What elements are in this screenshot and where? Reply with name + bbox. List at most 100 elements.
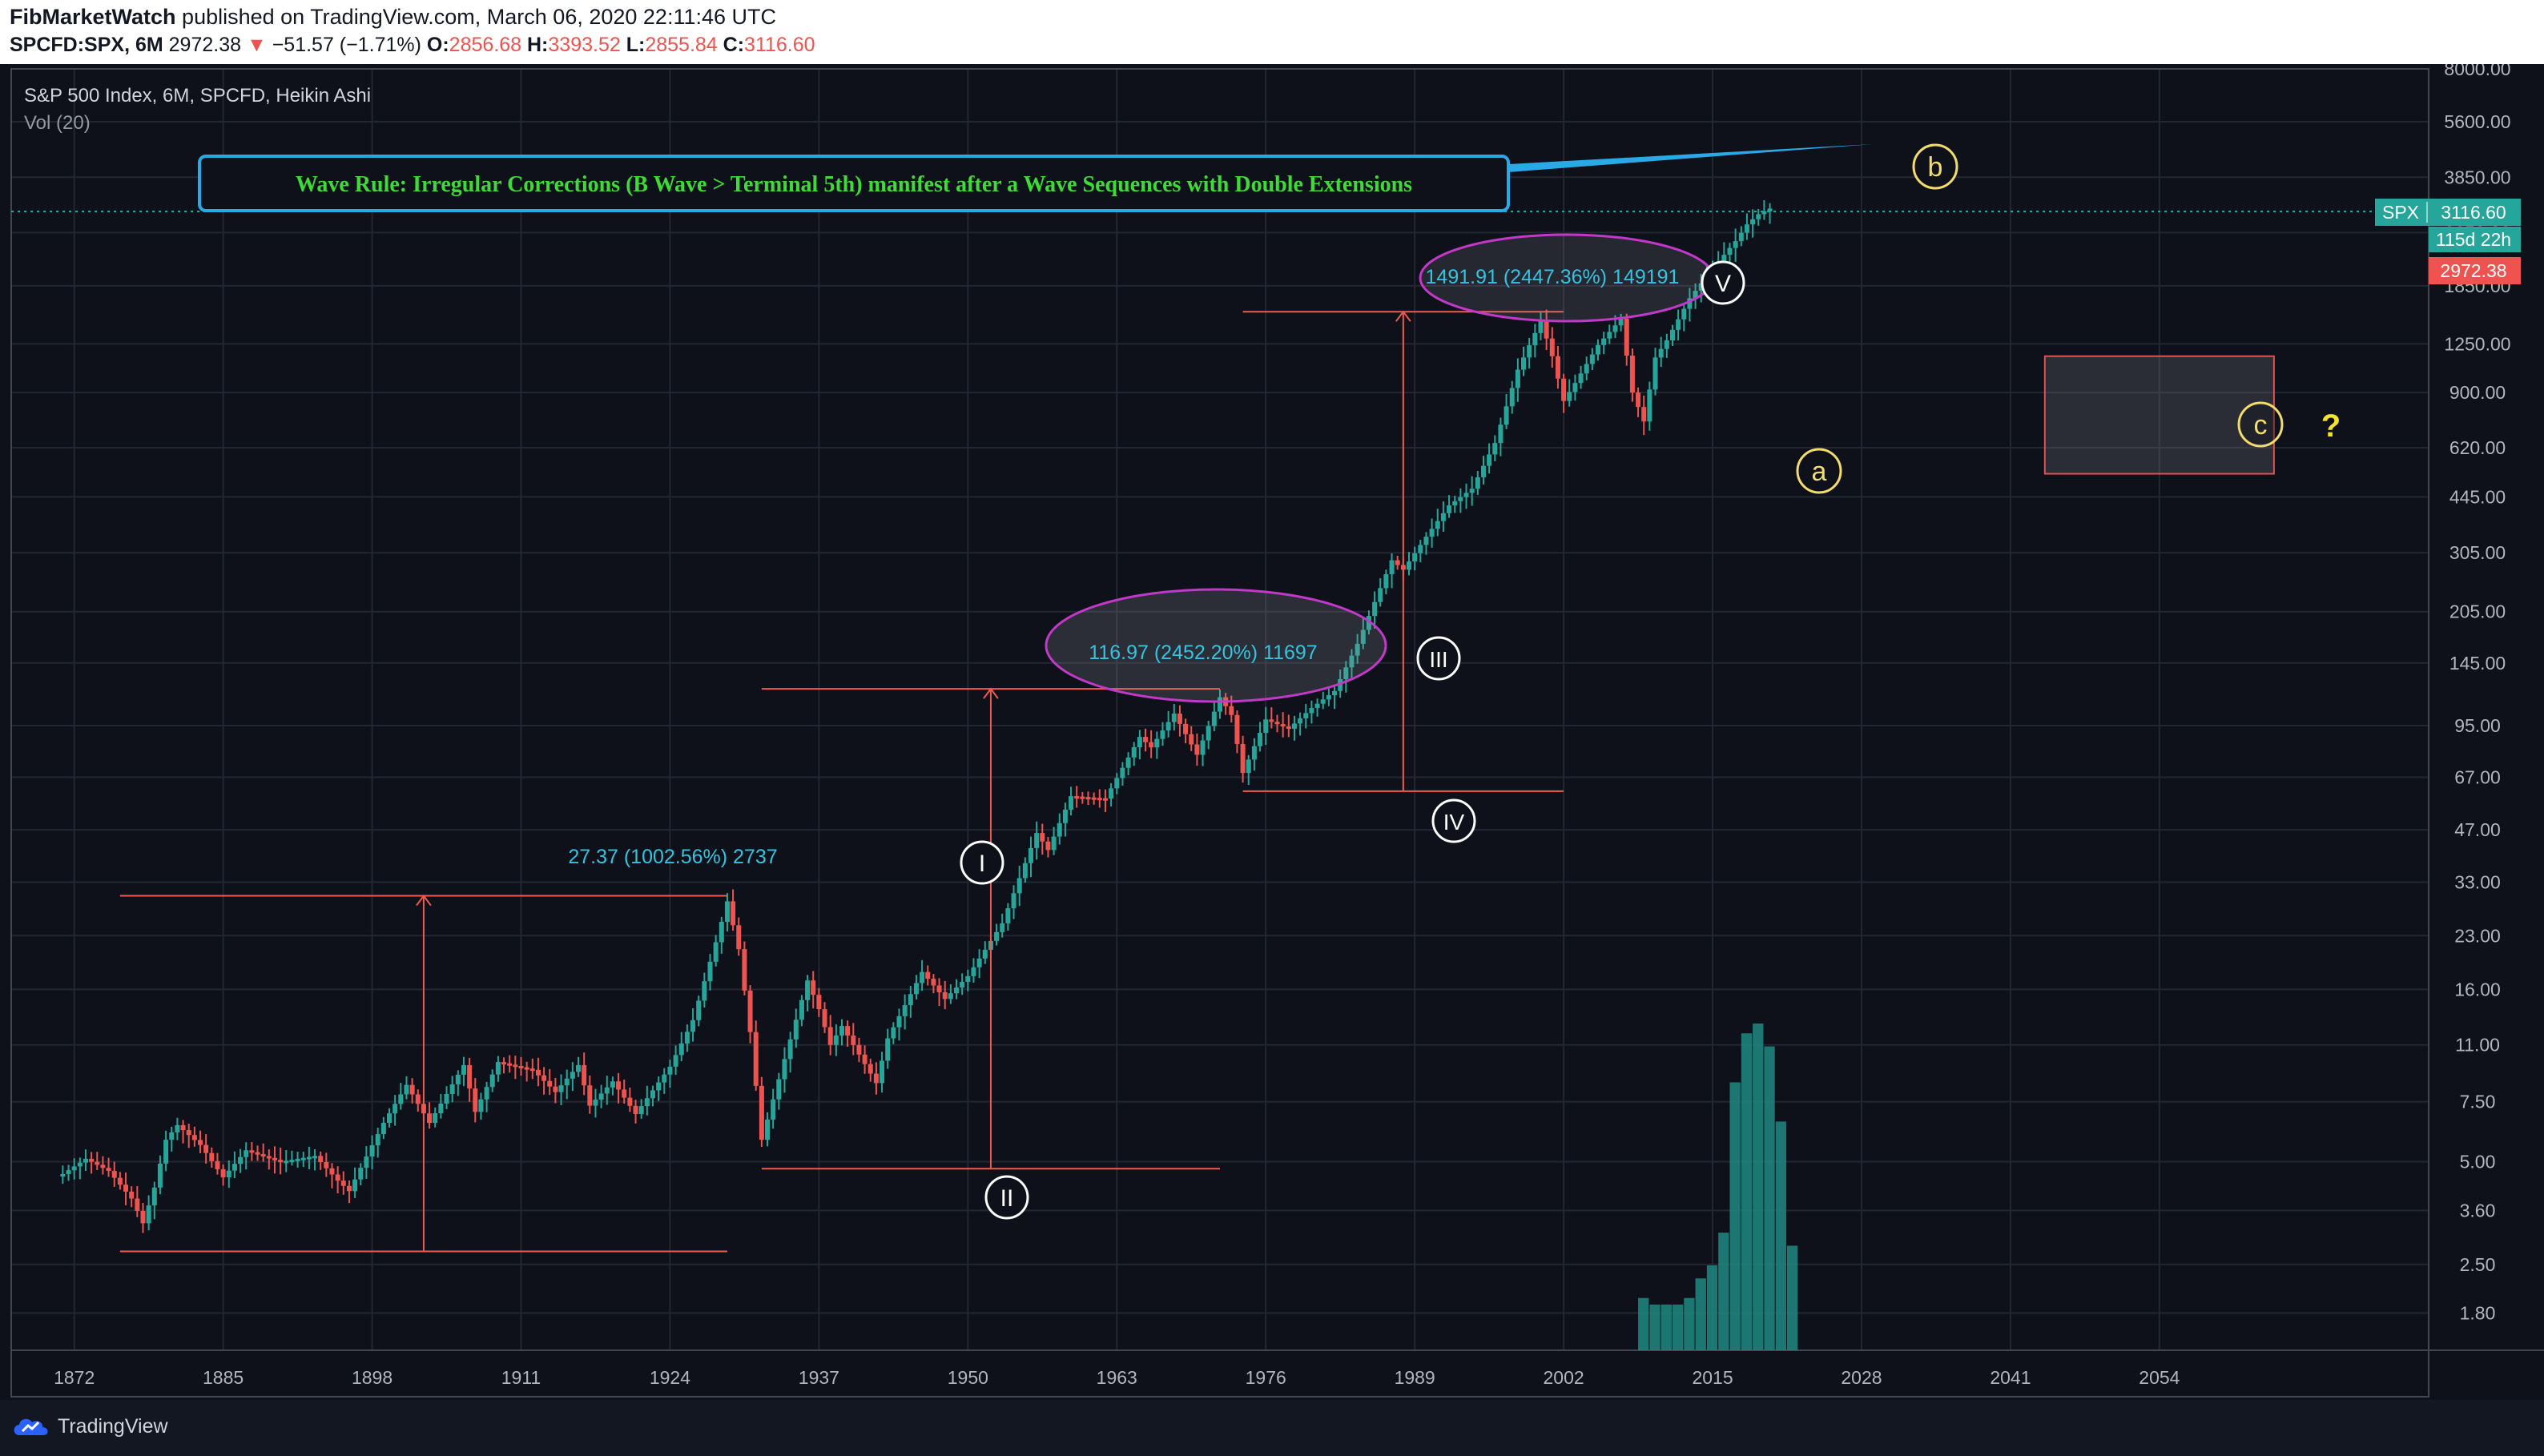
candle-body bbox=[1412, 553, 1418, 562]
candle-body bbox=[1229, 706, 1234, 715]
candle-body bbox=[707, 961, 713, 982]
author-name[interactable]: FibMarketWatch bbox=[10, 5, 176, 29]
measure-arrow-head bbox=[983, 687, 999, 699]
wave-label-b[interactable]: b bbox=[1912, 143, 1958, 190]
candle-body bbox=[151, 1187, 157, 1206]
candle-body bbox=[123, 1185, 129, 1192]
price-badge-value: 3116.60 bbox=[2441, 202, 2506, 223]
candle-body bbox=[1206, 726, 1211, 741]
candle-body bbox=[1469, 489, 1475, 493]
candle-body bbox=[1480, 465, 1486, 477]
candle-body bbox=[318, 1156, 324, 1163]
candle-body bbox=[175, 1124, 180, 1133]
price-chart[interactable]: 27.37 (1002.56%) 2737 116.97 (2452.20%) … bbox=[0, 64, 2544, 1400]
price-tick-label: 8000.00 bbox=[2444, 64, 2510, 79]
candle-body bbox=[702, 981, 707, 1001]
candle-body bbox=[1251, 746, 1257, 760]
candle-body bbox=[404, 1084, 409, 1095]
wave-c-text: c bbox=[2254, 410, 2268, 440]
candle-body bbox=[747, 990, 753, 1032]
candle-body bbox=[1532, 332, 1538, 346]
candle-body bbox=[1085, 797, 1091, 800]
candle-body bbox=[1355, 643, 1360, 656]
candle-body bbox=[1509, 388, 1515, 407]
cloud-logo-icon bbox=[14, 1418, 48, 1435]
candle-body bbox=[793, 1020, 799, 1040]
price-tick-label: 900.00 bbox=[2449, 382, 2506, 403]
candle-body bbox=[83, 1158, 88, 1163]
published-text: published on TradingView.com, March 06, … bbox=[182, 5, 776, 29]
candle-body bbox=[324, 1162, 329, 1168]
wave-label-a[interactable]: a bbox=[1796, 448, 1842, 494]
candle-body bbox=[867, 1064, 873, 1074]
wave-ii-text: II bbox=[1000, 1185, 1014, 1212]
time-tick-label: 2028 bbox=[1841, 1367, 1882, 1388]
price-tick-label: 23.00 bbox=[2454, 925, 2501, 946]
wave-label-c[interactable]: c bbox=[2237, 401, 2284, 448]
time-axis[interactable]: 1872 1885 1898 1911 1924 1937 1950 1963 1976 1989… bbox=[54, 1367, 2180, 1388]
price-badges: SPX 3116.60 115d 22h 2972.38 bbox=[2375, 199, 2521, 284]
measure-label-3: 1491.91 (2447.36%) 149191 bbox=[1426, 266, 1680, 288]
candle-body bbox=[1487, 454, 1492, 466]
volume-bar bbox=[1638, 1297, 1649, 1350]
wave-rule-callout[interactable]: Wave Rule: Irregular Corrections (B Wave… bbox=[198, 144, 1873, 212]
ohlc-line: SPCFD:SPX, 6M 2972.38 ▼ −51.57 (−1.71%) … bbox=[10, 34, 815, 57]
wave-label-ii[interactable]: II bbox=[984, 1175, 1029, 1220]
candle-body bbox=[873, 1073, 879, 1084]
candle-body bbox=[209, 1152, 215, 1161]
candle-body bbox=[146, 1205, 151, 1224]
candle-body bbox=[140, 1210, 146, 1224]
wave-iv-text: IV bbox=[1443, 810, 1465, 835]
candle-body bbox=[1102, 798, 1108, 801]
countdown-badge-bg bbox=[2429, 227, 2521, 252]
candle-body bbox=[1051, 836, 1057, 851]
time-tick-label: 1911 bbox=[501, 1367, 541, 1388]
candle-body bbox=[1189, 734, 1194, 745]
candle-body bbox=[300, 1157, 306, 1160]
candle-body bbox=[627, 1097, 633, 1106]
candle-body bbox=[306, 1156, 312, 1160]
high-value: 3393.52 bbox=[548, 34, 621, 56]
price-tick-label: 205.00 bbox=[2449, 601, 2506, 622]
wave-rule-text: Wave Rule: Irregular Corrections (B Wave… bbox=[296, 172, 1412, 197]
candle-body bbox=[1000, 923, 1005, 932]
wave-label-iv[interactable]: IV bbox=[1431, 798, 1476, 843]
volume-bar bbox=[1649, 1304, 1660, 1350]
time-tick-label: 1963 bbox=[1097, 1367, 1137, 1388]
candle-body bbox=[473, 1088, 478, 1112]
candle-body bbox=[1338, 679, 1343, 691]
candle-body bbox=[662, 1074, 667, 1083]
candle-body bbox=[1045, 841, 1051, 851]
question-mark: ? bbox=[2321, 408, 2341, 444]
candle-body bbox=[1360, 629, 1366, 644]
wave-b-text: b bbox=[1928, 152, 1943, 183]
candle-body bbox=[478, 1099, 484, 1112]
candle-body bbox=[484, 1087, 489, 1100]
candle-body bbox=[1693, 291, 1698, 299]
wave-label-iii[interactable]: III bbox=[1416, 636, 1461, 681]
candle-body bbox=[678, 1043, 684, 1056]
candle-body bbox=[266, 1156, 272, 1159]
candle-body bbox=[1057, 823, 1062, 837]
candle-body bbox=[1423, 537, 1429, 545]
wave-a-circle bbox=[1796, 448, 1842, 494]
candle-body bbox=[272, 1157, 277, 1160]
open-label: O: bbox=[426, 34, 449, 56]
price-tick-label: 47.00 bbox=[2454, 819, 2501, 840]
wave-ii-circle bbox=[984, 1175, 1029, 1220]
candle-body bbox=[1143, 737, 1149, 742]
time-tick-label: 1950 bbox=[948, 1367, 988, 1388]
candle-body bbox=[203, 1144, 209, 1153]
candle-body bbox=[1440, 513, 1446, 521]
wave-label-v[interactable]: V bbox=[1701, 260, 1745, 305]
callout-box bbox=[198, 155, 1510, 212]
candle-body bbox=[1154, 738, 1160, 748]
candle-body bbox=[896, 1016, 902, 1028]
price-tick-label: 5.00 bbox=[2460, 1152, 2496, 1172]
candle-body bbox=[1418, 545, 1423, 553]
wave-label-i[interactable]: I bbox=[960, 840, 1004, 885]
candle-body bbox=[1062, 809, 1068, 823]
tradingview-logo[interactable]: TradingView bbox=[11, 1414, 168, 1438]
candle-body bbox=[518, 1065, 524, 1068]
chart-background bbox=[0, 64, 2544, 1400]
